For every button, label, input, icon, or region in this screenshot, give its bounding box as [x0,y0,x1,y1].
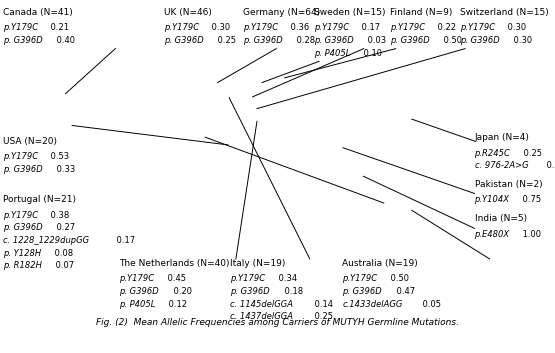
Text: 0.25: 0.25 [521,149,542,158]
Text: p. G396D: p. G396D [390,36,430,45]
Text: 0.17: 0.17 [114,236,135,245]
Text: p. G396D: p. G396D [314,36,354,45]
Text: 0.28: 0.28 [294,36,315,45]
Text: 0.75: 0.75 [519,195,541,204]
Text: The Netherlands (N=40): The Netherlands (N=40) [119,259,230,268]
Text: 0.05: 0.05 [420,300,441,309]
Text: p. G396D: p. G396D [3,165,43,174]
Text: 0.34: 0.34 [276,274,297,283]
Text: p. G396D: p. G396D [3,36,43,45]
Text: India (N=5): India (N=5) [475,215,527,223]
Text: p.Y179C: p.Y179C [3,23,38,32]
Text: 0.12: 0.12 [166,300,187,309]
Text: UK (N=46): UK (N=46) [164,8,211,17]
Text: 1.00: 1.00 [520,230,541,239]
Text: p. G396D: p. G396D [164,36,204,45]
Text: p. P405L: p. P405L [119,300,156,309]
Text: Germany (N=64): Germany (N=64) [243,8,320,17]
Text: p. R182H: p. R182H [3,262,42,270]
Text: 0.36: 0.36 [288,23,309,32]
Text: 0.21: 0.21 [48,23,69,32]
Text: p. G396D: p. G396D [460,36,500,45]
Text: p.E480X: p.E480X [475,230,509,239]
Text: Portugal (N=21): Portugal (N=21) [3,196,76,204]
Text: 0.53: 0.53 [48,152,69,161]
Text: 0.38: 0.38 [48,211,69,220]
Text: 0.50: 0.50 [388,274,409,283]
Text: Fig. (2)  Mean Allelic Frequencies among Carriers of MUTYH Germline Mutations.: Fig. (2) Mean Allelic Frequencies among … [96,318,459,327]
Text: Italy (N=19): Italy (N=19) [230,259,286,268]
Text: p.Y179C: p.Y179C [390,23,425,32]
Text: p.Y179C: p.Y179C [164,23,199,32]
Text: 0.50: 0.50 [441,36,462,45]
Text: p. G396D: p. G396D [3,223,43,232]
Text: 0.08: 0.08 [52,249,73,258]
Text: p.R245C: p.R245C [475,149,511,158]
Text: 0.14: 0.14 [311,300,332,309]
Text: p.Y179C: p.Y179C [119,274,154,283]
Text: 0.30: 0.30 [511,36,532,45]
Text: c. 1145delGGA: c. 1145delGGA [230,300,294,309]
Text: c.1433delAGG: c.1433delAGG [342,300,403,309]
Text: Switzerland (N=15): Switzerland (N=15) [460,8,548,17]
Text: p. G396D: p. G396D [119,287,159,296]
Text: 0.20: 0.20 [170,287,191,296]
Text: 0.33: 0.33 [54,165,75,174]
Text: Australia (N=19): Australia (N=19) [342,259,418,268]
Text: 0.22: 0.22 [436,23,457,32]
Text: p. Y128H: p. Y128H [3,249,41,258]
Text: Pakistan (N=2): Pakistan (N=2) [475,179,542,189]
Text: p.Y179C: p.Y179C [243,23,278,32]
Text: 0.10: 0.10 [361,49,381,58]
Text: 0.30: 0.30 [505,23,526,32]
Text: Sweden (N=15): Sweden (N=15) [314,8,385,17]
Text: 0.17: 0.17 [359,23,380,32]
Text: 0.07: 0.07 [53,262,74,270]
Text: 0.45: 0.45 [165,274,186,283]
Text: p. G396D: p. G396D [230,287,270,296]
Text: c. 976-2A>G: c. 976-2A>G [475,161,528,170]
Text: 0.30: 0.30 [209,23,230,32]
Text: p.Y179C: p.Y179C [3,152,38,161]
Text: p.Y179C: p.Y179C [3,211,38,220]
Text: 0.18: 0.18 [281,287,302,296]
Text: 0.40: 0.40 [54,36,75,45]
Text: p.Y179C: p.Y179C [314,23,349,32]
Text: 0.27: 0.27 [54,223,75,232]
Text: 0.47: 0.47 [393,287,415,296]
Text: p.Y179C: p.Y179C [460,23,495,32]
Text: p. G396D: p. G396D [342,287,382,296]
Text: p.Y104X: p.Y104X [475,195,509,204]
Text: p.Y179C: p.Y179C [230,274,265,283]
Text: p.Y179C: p.Y179C [342,274,377,283]
Text: p. G396D: p. G396D [243,36,282,45]
Text: 0.25: 0.25 [215,36,236,45]
Text: c. 1228_1229dupGG: c. 1228_1229dupGG [3,236,89,245]
Text: USA (N=20): USA (N=20) [3,137,57,146]
Text: c. 1437delGGA: c. 1437delGGA [230,312,294,321]
Text: 0.03: 0.03 [365,36,386,45]
Text: Canada (N=41): Canada (N=41) [3,8,73,17]
Text: Japan (N=4): Japan (N=4) [475,133,529,142]
Text: 0.38: 0.38 [544,161,555,170]
Text: p. P405L: p. P405L [314,49,350,58]
Text: 0.25: 0.25 [311,312,332,321]
Text: Finland (N=9): Finland (N=9) [390,8,452,17]
